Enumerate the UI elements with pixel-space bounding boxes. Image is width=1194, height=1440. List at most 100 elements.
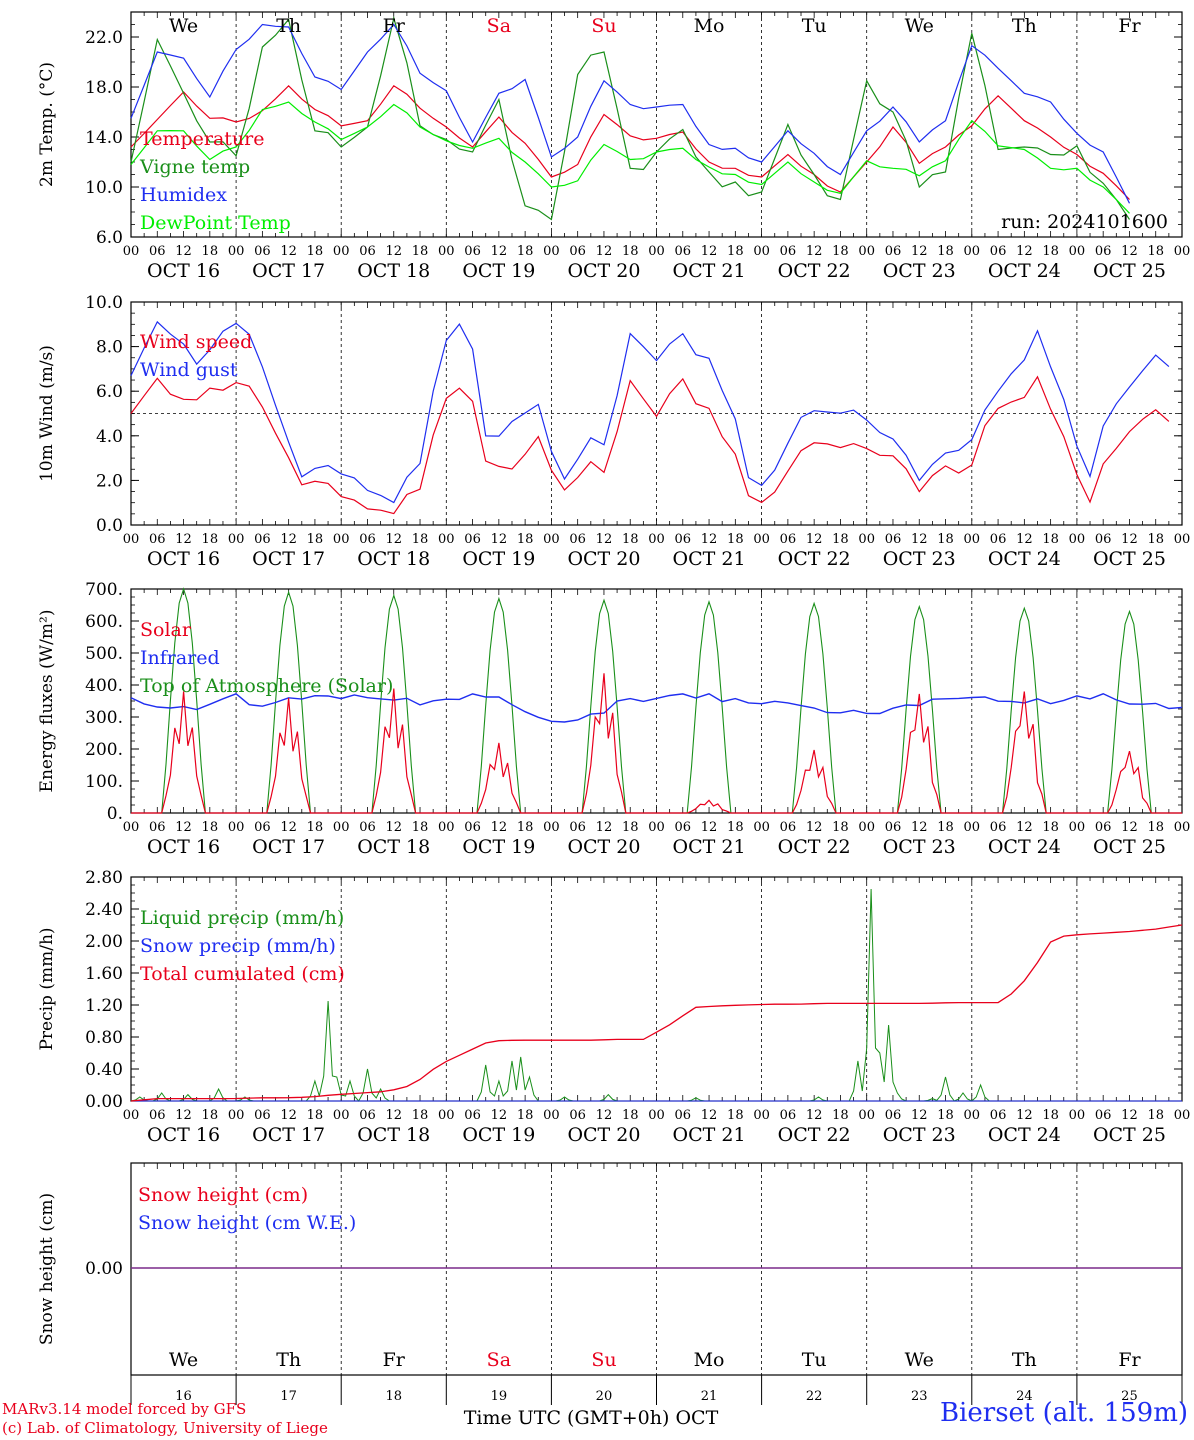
hour-tick-label: 12 (1121, 820, 1138, 835)
energy-legend-entry: Infrared (140, 647, 220, 669)
hour-tick-label: 12 (385, 244, 402, 259)
hour-tick-label: 12 (806, 820, 823, 835)
hour-tick-label: 12 (1121, 244, 1138, 259)
temp-series-1 (130, 15, 1131, 221)
hour-tick-label: 12 (701, 244, 718, 259)
hour-tick-label: 18 (832, 532, 849, 547)
date-label: OCT 21 (673, 836, 746, 858)
day-number-label: 25 (1121, 1389, 1138, 1404)
hour-tick-label: 18 (412, 1108, 429, 1123)
weekday-label: Tu (802, 1349, 827, 1371)
date-label: OCT 21 (673, 260, 746, 282)
date-label: OCT 24 (988, 836, 1061, 858)
hour-tick-label: 06 (990, 532, 1007, 547)
hour-tick-label: 12 (806, 532, 823, 547)
day-number-label: 22 (806, 1389, 823, 1404)
hour-tick-label: 06 (569, 532, 586, 547)
hour-tick-label: 18 (622, 244, 639, 259)
hour-tick-label: 00 (648, 1108, 665, 1123)
hour-tick-label: 06 (780, 532, 797, 547)
hour-tick-label: 06 (675, 532, 692, 547)
hour-tick-label: 12 (911, 532, 928, 547)
weekday-label: Su (591, 1349, 616, 1371)
hour-tick-label: 00 (964, 244, 981, 259)
day-number-label: 23 (911, 1389, 928, 1404)
hour-tick-label: 00 (1174, 244, 1191, 259)
hour-tick-label: 18 (202, 244, 219, 259)
y-tick-label: 10.0 (85, 293, 123, 313)
hour-tick-label: 06 (359, 244, 376, 259)
temp-legend-entry: Vigne temp (139, 156, 250, 178)
date-label: OCT 22 (778, 548, 851, 570)
hour-tick-label: 00 (964, 1108, 981, 1123)
y-tick-label: 0.00 (85, 1259, 123, 1279)
hour-tick-label: 00 (964, 820, 981, 835)
hour-tick-label: 06 (254, 820, 271, 835)
y-tick-label: 0. (107, 804, 123, 824)
hour-tick-label: 18 (937, 532, 954, 547)
weekday-label: Sa (487, 1349, 511, 1371)
hour-tick-label: 18 (517, 820, 534, 835)
y-tick-label: 10.0 (85, 178, 123, 198)
precip-legend-entry: Liquid precip (mm/h) (140, 907, 344, 929)
precip-legend-entry: Total cumulated (cm) (140, 963, 345, 985)
hour-tick-label: 06 (149, 820, 166, 835)
precip-legend-entry: Snow precip (mm/h) (140, 935, 336, 957)
y-tick-label: 6.0 (96, 228, 123, 248)
hour-tick-label: 18 (517, 532, 534, 547)
y-axis-label: Snow height (cm) (37, 1193, 57, 1345)
hour-tick-label: 06 (359, 820, 376, 835)
credits-line-2: (c) Lab. of Climatology, University of L… (2, 1419, 328, 1437)
hour-tick-label: 06 (254, 532, 271, 547)
date-label: OCT 16 (147, 260, 220, 282)
hour-tick-label: 06 (885, 1108, 902, 1123)
hour-tick-label: 18 (937, 820, 954, 835)
run-label: run: 2024101600 (1001, 211, 1168, 233)
wind-legend-entry: Wind speed (140, 331, 252, 353)
hour-tick-label: 00 (123, 244, 140, 259)
date-label: OCT 16 (147, 836, 220, 858)
date-label: OCT 18 (357, 836, 430, 858)
wind-series-0 (130, 375, 1170, 515)
hour-tick-label: 06 (990, 1108, 1007, 1123)
hour-tick-label: 12 (1016, 532, 1033, 547)
hour-tick-label: 18 (937, 1108, 954, 1123)
date-label: OCT 20 (567, 260, 640, 282)
date-label: OCT 19 (462, 260, 535, 282)
hour-tick-label: 18 (622, 1108, 639, 1123)
temp-series-3 (130, 101, 1130, 214)
weekday-label: Th (1012, 15, 1037, 37)
weekday-label: Mo (694, 1349, 725, 1371)
date-label: OCT 24 (988, 548, 1061, 570)
y-tick-label: 2.40 (85, 900, 123, 920)
date-label: OCT 22 (778, 1124, 851, 1146)
day-number-label: 20 (596, 1389, 613, 1404)
hour-tick-label: 00 (543, 1108, 560, 1123)
hour-tick-label: 18 (412, 244, 429, 259)
hour-tick-label: 06 (359, 1108, 376, 1123)
hour-tick-label: 18 (1147, 532, 1164, 547)
hour-tick-label: 18 (412, 532, 429, 547)
hour-tick-label: 12 (175, 820, 192, 835)
date-label: OCT 25 (1093, 548, 1166, 570)
hour-tick-label: 06 (1095, 1108, 1112, 1123)
panel-frame (130, 11, 1183, 238)
hour-tick-label: 00 (543, 532, 560, 547)
hour-tick-label: 00 (228, 532, 245, 547)
hour-tick-label: 00 (648, 532, 665, 547)
hour-tick-label: 18 (937, 244, 954, 259)
hour-tick-label: 00 (438, 1108, 455, 1123)
date-label: OCT 18 (357, 260, 430, 282)
hour-tick-label: 12 (911, 244, 928, 259)
hour-tick-label: 18 (727, 1108, 744, 1123)
hour-tick-label: 00 (753, 820, 770, 835)
date-label: OCT 21 (673, 548, 746, 570)
hour-tick-label: 12 (806, 1108, 823, 1123)
hour-tick-label: 00 (1069, 244, 1086, 259)
hour-tick-label: 18 (832, 1108, 849, 1123)
date-label: OCT 17 (252, 548, 325, 570)
hour-tick-label: 00 (753, 532, 770, 547)
hour-tick-label: 12 (701, 820, 718, 835)
hour-tick-label: 18 (1042, 532, 1059, 547)
hour-tick-label: 12 (491, 532, 508, 547)
